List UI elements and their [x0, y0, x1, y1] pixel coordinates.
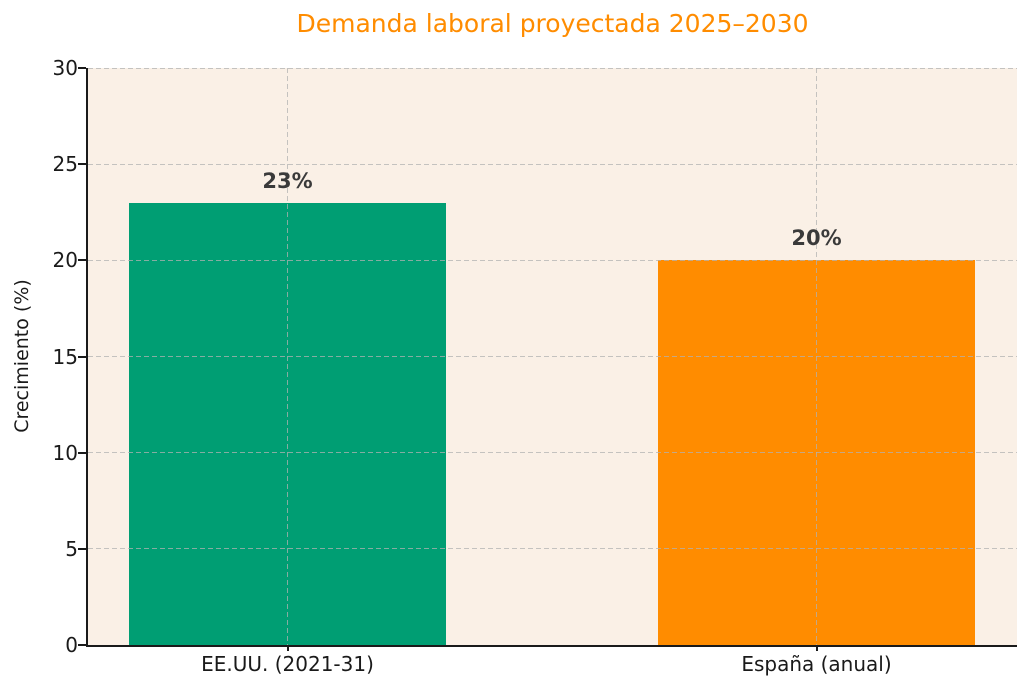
- gridline-horizontal: [88, 67, 1017, 69]
- bar-value-label: 20%: [791, 226, 842, 251]
- y-tick-mark: [78, 355, 86, 358]
- bar-value-label: 23%: [262, 168, 313, 193]
- y-tick-label: 0: [65, 633, 78, 657]
- y-tick-mark: [78, 451, 86, 454]
- plot-area: 23% 20%: [86, 67, 1017, 647]
- gridline-horizontal: [88, 356, 1017, 357]
- gridline-horizontal: [88, 548, 1017, 550]
- y-tick-mark: [78, 547, 86, 550]
- chart-title: Demanda laboral proyectada 2025–2030: [296, 9, 809, 38]
- gridline-horizontal: [88, 163, 1017, 165]
- x-tick-label: EE.UU. (2021-31): [201, 652, 374, 676]
- x-tick-label: España (anual): [741, 652, 892, 676]
- gridline-vertical: [287, 68, 288, 645]
- y-axis-spine: [86, 68, 88, 647]
- y-tick-label: 25: [52, 152, 78, 177]
- gridline-vertical: [816, 68, 817, 645]
- y-tick-label: 30: [52, 56, 78, 80]
- y-tick-label: 10: [52, 440, 78, 465]
- y-tick-label: 20: [52, 248, 78, 273]
- x-tick-mark: [286, 645, 289, 651]
- y-tick-mark: [78, 163, 86, 166]
- gridline-horizontal: [88, 452, 1017, 454]
- gridline-horizontal: [88, 259, 1017, 261]
- y-tick-mark: [78, 259, 86, 262]
- x-tick-mark: [815, 645, 818, 651]
- x-axis-spine: [86, 645, 1017, 647]
- y-tick-label: 5: [65, 536, 78, 561]
- y-tick-mark: [78, 67, 86, 69]
- y-tick-label: 15: [52, 344, 78, 369]
- y-tick-mark: [78, 644, 86, 646]
